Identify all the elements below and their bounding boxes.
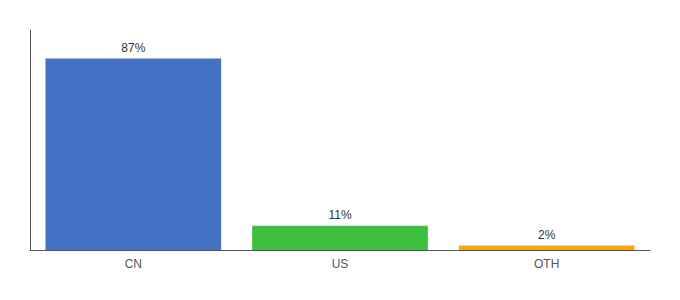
svg-text:87%: 87% — [121, 41, 145, 55]
svg-text:OTH: OTH — [534, 257, 559, 271]
svg-text:2%: 2% — [538, 228, 556, 242]
svg-text:US: US — [332, 257, 349, 271]
svg-text:11%: 11% — [328, 208, 351, 222]
svg-text:CN: CN — [125, 257, 142, 271]
